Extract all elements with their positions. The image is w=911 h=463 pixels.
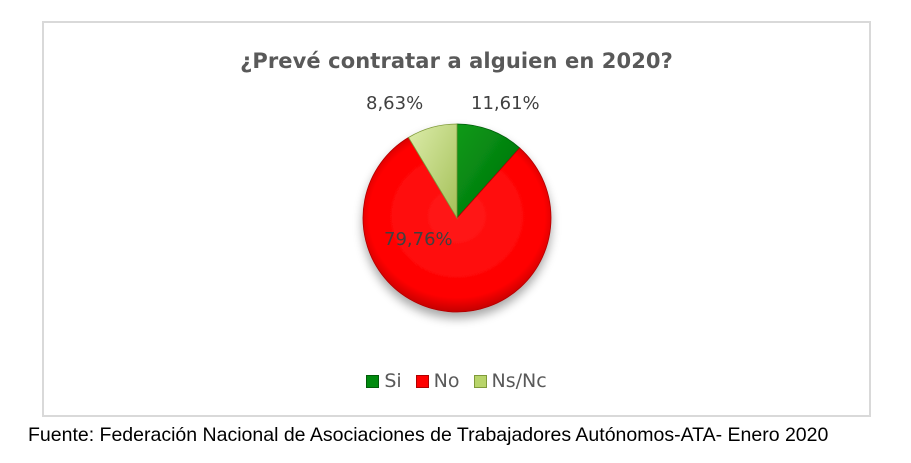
legend-item-no: No: [415, 370, 460, 392]
legend-swatch-si: [366, 374, 380, 388]
data-label-no: 79,76%: [384, 229, 453, 250]
pie-slice-nsnc: [407, 123, 458, 220]
pie-chart: [362, 123, 552, 313]
data-label-nsnc: 8,63%: [366, 93, 424, 114]
pie-slice-no: [362, 136, 552, 313]
legend-item-si: Si: [366, 370, 402, 392]
chart-legend: Si No Ns/Nc: [44, 370, 869, 392]
chart-frame: ¿Prevé contratar a alguien en 2020?: [42, 21, 871, 417]
legend-swatch-no: [415, 374, 429, 388]
legend-label-no: No: [433, 370, 460, 392]
pie-slice-si: [456, 123, 521, 220]
legend-label-nsnc: Ns/Nc: [491, 370, 547, 392]
legend-swatch-nsnc: [473, 374, 487, 388]
data-label-si: 11,61%: [471, 93, 540, 114]
legend-label-si: Si: [384, 370, 402, 392]
chart-title: ¿Prevé contratar a alguien en 2020?: [240, 49, 673, 73]
source-caption: Fuente: Federación Nacional de Asociacio…: [28, 424, 829, 446]
legend-item-nsnc: Ns/Nc: [473, 370, 547, 392]
